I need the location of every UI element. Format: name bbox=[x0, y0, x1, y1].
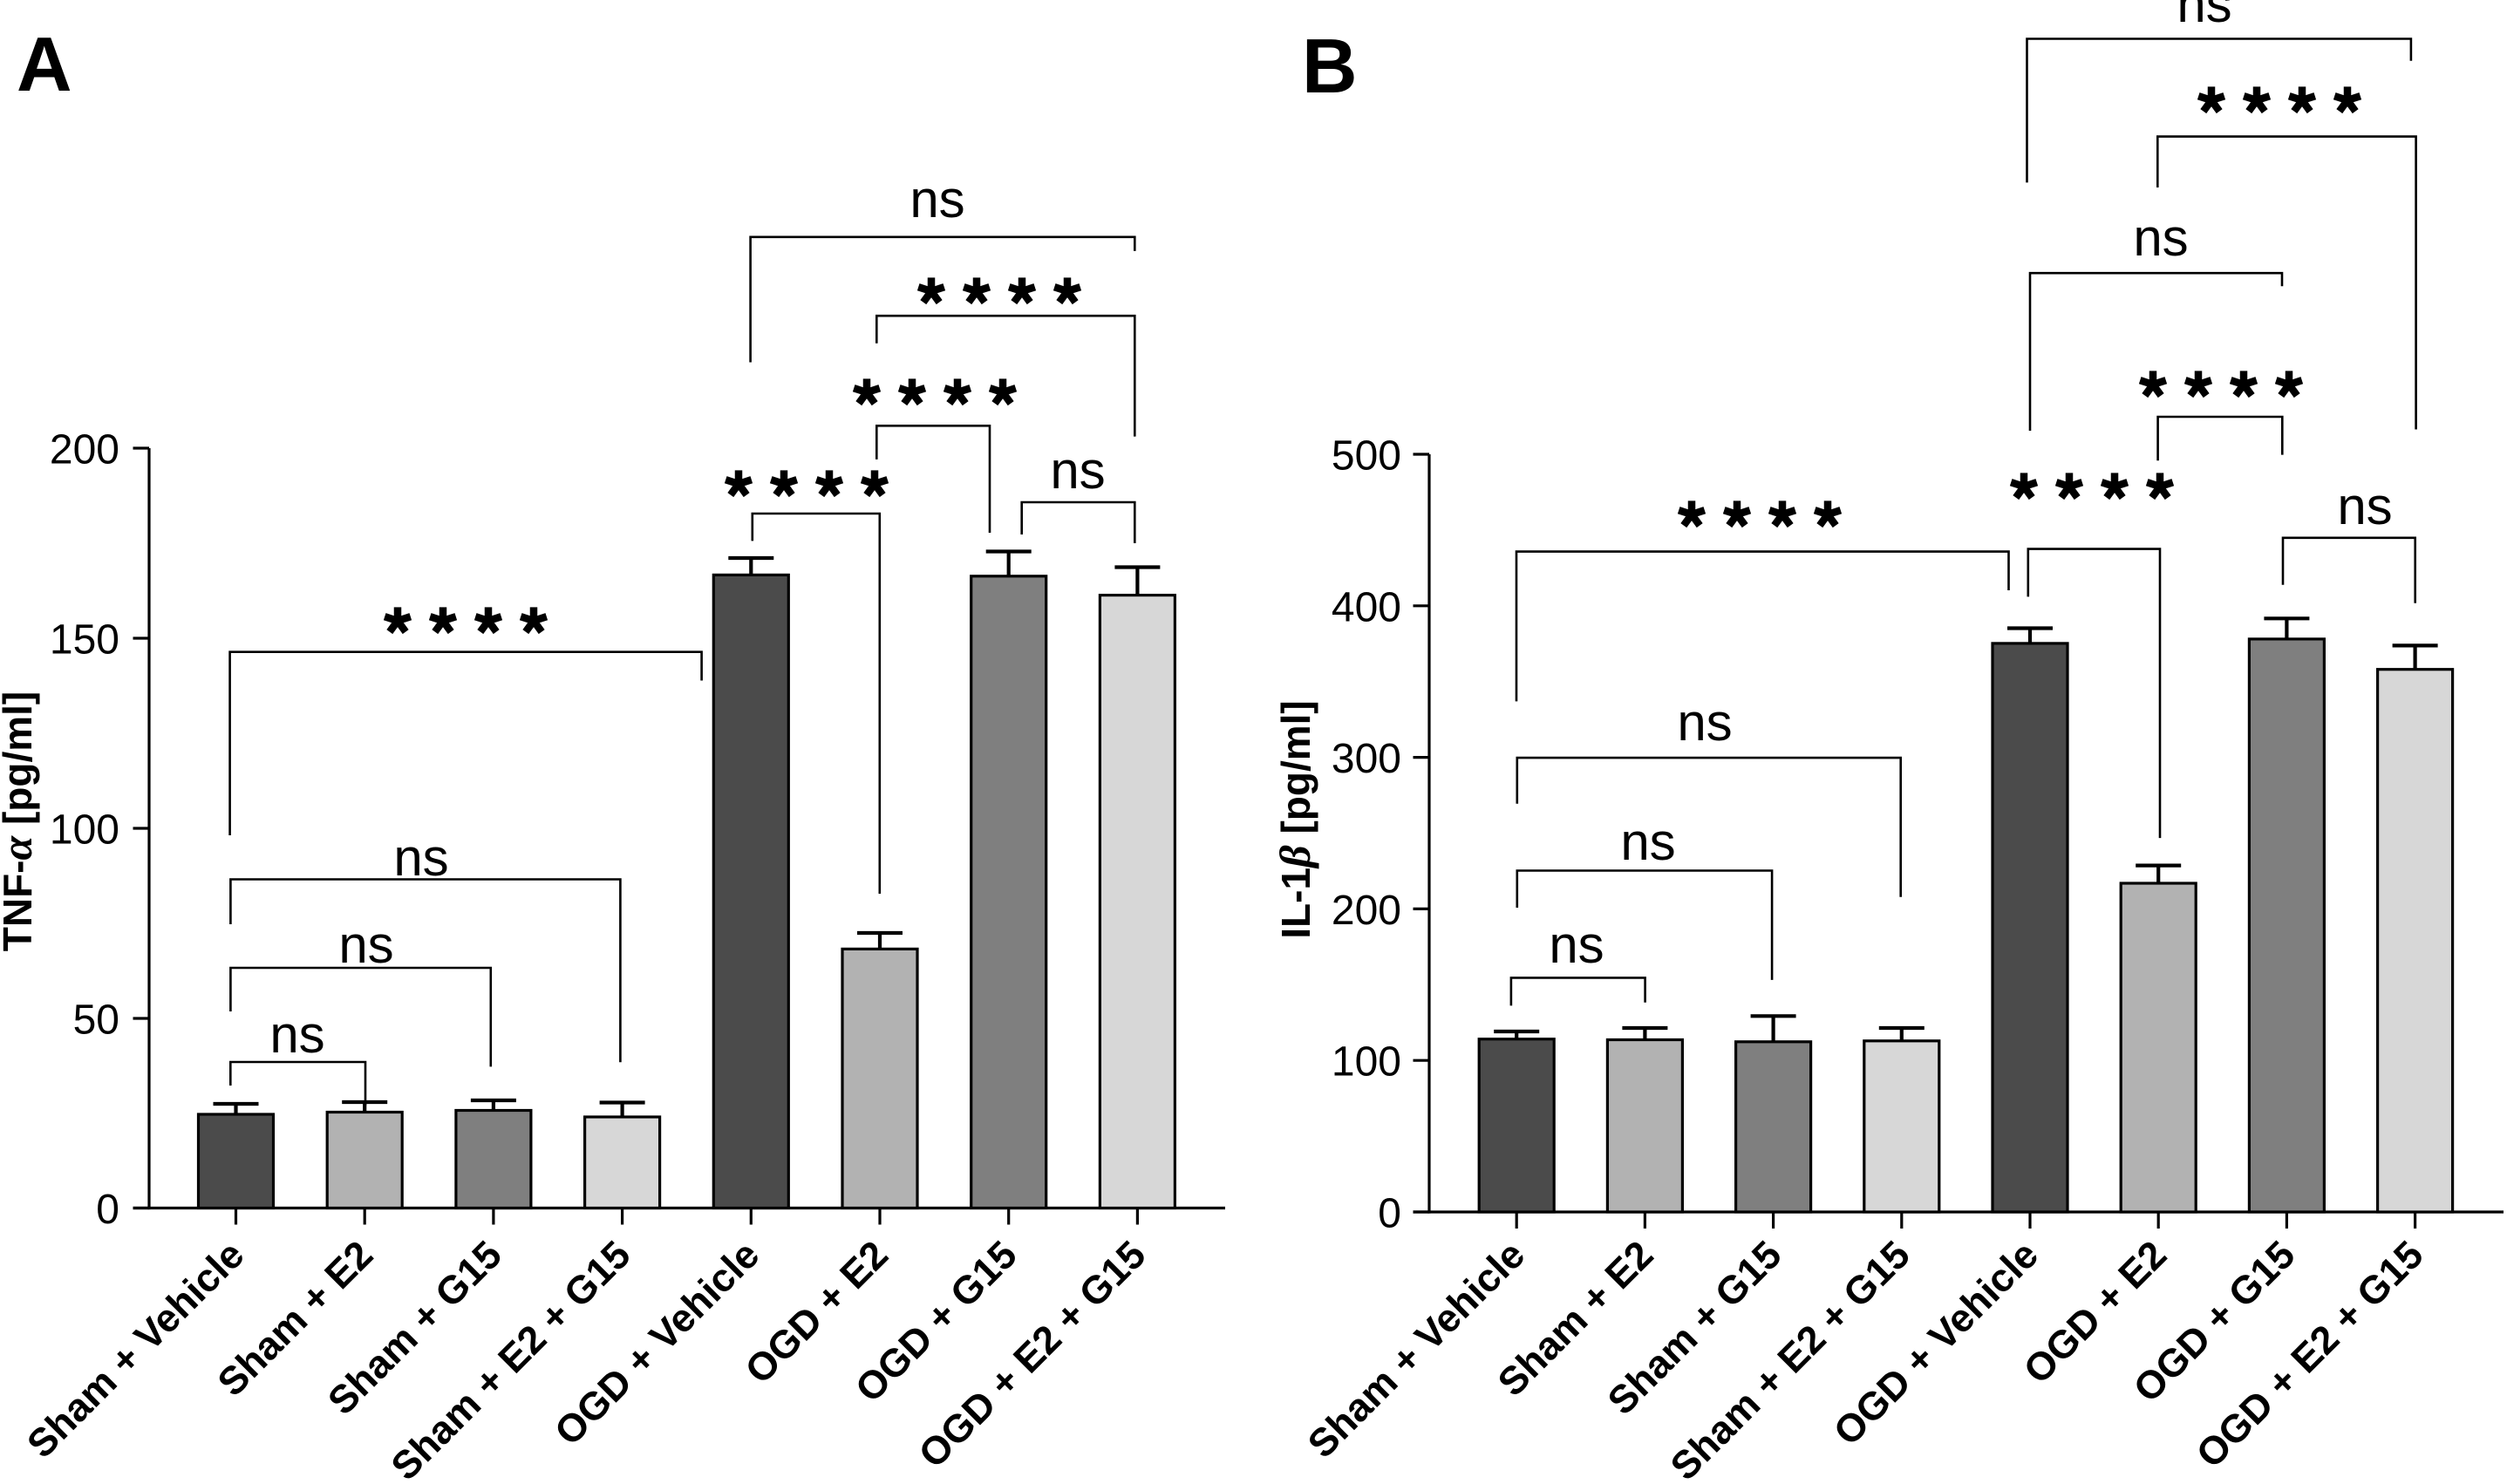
svg-text:ns: ns bbox=[338, 916, 393, 974]
svg-text:500: 500 bbox=[1332, 433, 1401, 480]
svg-text:ns: ns bbox=[1549, 916, 1604, 974]
svg-text:ns: ns bbox=[393, 828, 448, 887]
svg-text:100: 100 bbox=[50, 807, 119, 854]
svg-text:0: 0 bbox=[96, 1187, 119, 1233]
svg-text:400: 400 bbox=[1332, 584, 1401, 630]
svg-text:0: 0 bbox=[1378, 1191, 1401, 1237]
svg-text:A: A bbox=[17, 21, 72, 107]
svg-text:ns: ns bbox=[2337, 477, 2392, 535]
svg-text:ns: ns bbox=[909, 170, 964, 228]
svg-text:ns: ns bbox=[269, 1005, 324, 1064]
svg-text:100: 100 bbox=[1332, 1039, 1401, 1086]
svg-text:150: 150 bbox=[50, 617, 119, 664]
svg-text:ns: ns bbox=[1050, 441, 1105, 500]
svg-text:200: 200 bbox=[50, 427, 119, 473]
svg-text:ns: ns bbox=[2177, 0, 2231, 33]
svg-text:ns: ns bbox=[1620, 813, 1675, 871]
svg-text:300: 300 bbox=[1332, 736, 1401, 782]
svg-text:IL-1β [pg/ml]: IL-1β [pg/ml] bbox=[1271, 700, 1319, 938]
svg-text:50: 50 bbox=[73, 997, 119, 1044]
svg-text:B: B bbox=[1302, 23, 1358, 109]
svg-text:TNF-α [pg/ml]: TNF-α [pg/ml] bbox=[0, 691, 41, 952]
svg-text:200: 200 bbox=[1332, 888, 1401, 934]
svg-text:ns: ns bbox=[2133, 208, 2188, 267]
svg-text:ns: ns bbox=[1677, 693, 1732, 752]
